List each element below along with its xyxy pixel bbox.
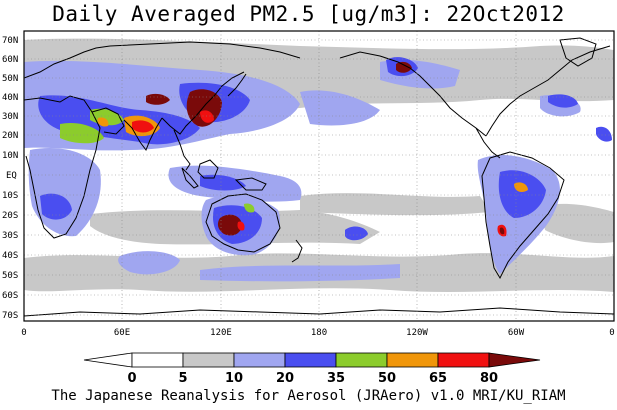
australia-red-edge <box>237 221 245 231</box>
lat-label: 20N <box>2 131 18 141</box>
lon-label: 0 <box>21 328 26 338</box>
south-atlantic-gray <box>540 203 614 244</box>
colorbar-label: 50 <box>378 371 396 386</box>
sa-orange <box>514 182 528 192</box>
lon-label: 60E <box>114 328 130 338</box>
lat-label: 10N <box>2 151 18 161</box>
lat-label: 50S <box>2 271 18 281</box>
colorbar-label: 0 <box>127 371 136 386</box>
lat-label: EQ <box>6 171 17 181</box>
colorbar-box <box>437 352 490 368</box>
colorbar-box <box>335 352 388 368</box>
colorbar-label: 65 <box>429 371 447 386</box>
lat-label: 60N <box>2 55 18 65</box>
africa-blue <box>40 193 72 220</box>
colorbar-box <box>284 352 337 368</box>
south-pacific-gray <box>300 193 490 216</box>
nz-coast <box>291 239 303 263</box>
lat-label: 40S <box>2 251 18 261</box>
lat-label: 70N <box>2 36 18 46</box>
nw-america-darkred <box>396 61 412 73</box>
lon-label: 60W <box>508 328 525 338</box>
india-red <box>132 120 154 133</box>
lat-label: 40N <box>2 93 18 103</box>
borneo-coast <box>197 159 219 179</box>
sa-blue <box>498 170 546 218</box>
australia-green <box>244 203 255 213</box>
japan-coast <box>227 73 247 97</box>
south-mid-light-blue <box>200 264 400 282</box>
greenland-coast <box>559 37 597 67</box>
lon-label: 120E <box>210 328 232 338</box>
colorbar-label: 20 <box>276 371 294 386</box>
newguinea-coast <box>234 177 267 191</box>
gulf-blue <box>548 94 578 108</box>
colorbar-box <box>386 352 439 368</box>
sumatra-coast <box>181 167 199 189</box>
colorbar-label: 10 <box>225 371 243 386</box>
australia-darkred <box>217 214 242 236</box>
lon-label: 0 <box>609 328 614 338</box>
china-red-inner <box>200 110 214 123</box>
sa-coast <box>481 151 565 280</box>
lon-label: 120W <box>406 328 428 338</box>
europe-coast <box>24 45 111 79</box>
australia-coast <box>205 193 281 253</box>
atlantic-blue <box>596 126 612 142</box>
north-africa-green <box>60 122 104 144</box>
maritime-blue <box>200 174 246 191</box>
na-east-coast <box>485 45 611 137</box>
lon-label: 180 <box>311 328 327 338</box>
colorbar: 0 5 10 20 35 50 65 80 <box>83 352 541 386</box>
colorbar-label: 35 <box>327 371 345 386</box>
map-title: Daily Averaged PM2.5 [ug/m3]: 22Oct2012 <box>52 2 565 26</box>
china-coast <box>161 71 245 135</box>
lat-label: 30N <box>2 112 18 122</box>
lat-label: 50N <box>2 74 18 84</box>
indochina-coast <box>173 129 191 171</box>
asia-orange-spot <box>97 117 109 127</box>
lon-labels: 0 60E 120E 180 120W 60W 0 <box>21 328 614 338</box>
mongolia-darkred <box>146 93 170 105</box>
map-frame <box>23 30 615 322</box>
lat-label: 60S <box>2 291 18 301</box>
lat-label: 20S <box>2 211 18 221</box>
russia-coast <box>109 41 301 59</box>
colorbar-label: 80 <box>480 371 498 386</box>
colorbar-box <box>182 352 235 368</box>
colorbar-box <box>131 352 184 368</box>
lat-label: 70S <box>2 311 18 321</box>
lat-labels: 70N 60N 50N 40N 30N 20N 10N EQ 10S 20S 3… <box>2 36 18 321</box>
grid <box>24 31 614 321</box>
pacific-light-blue <box>300 90 380 126</box>
coastlines <box>24 37 614 317</box>
lat-label: 10S <box>2 191 18 201</box>
antarctica-coast <box>24 307 614 317</box>
arabia-coast <box>91 107 125 135</box>
lat-label: 30S <box>2 231 18 241</box>
south-indian-light-blue <box>118 251 180 275</box>
colorbar-label: 5 <box>178 371 187 386</box>
alaska-coast <box>339 51 487 137</box>
africa-coast <box>24 95 101 239</box>
southern-blue-patch <box>345 226 368 241</box>
india-coast <box>123 117 163 152</box>
colorbar-arrow-low <box>83 352 133 368</box>
footer-credit: The Japanese Reanalysis for Aerosol (JRA… <box>51 388 566 404</box>
colorbar-arrow-high <box>488 352 541 368</box>
colorbar-box <box>233 352 286 368</box>
sa-darkred <box>499 227 505 235</box>
